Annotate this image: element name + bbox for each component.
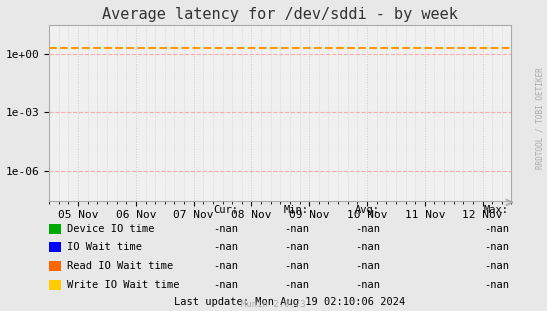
Text: Last update: Mon Aug 19 02:10:06 2024: Last update: Mon Aug 19 02:10:06 2024 — [174, 297, 405, 307]
Text: Munin 2.0.73: Munin 2.0.73 — [241, 300, 306, 309]
Text: -nan: -nan — [213, 261, 238, 271]
Text: Cur:: Cur: — [213, 205, 238, 215]
Text: RRDTOOL / TOBI OETIKER: RRDTOOL / TOBI OETIKER — [536, 67, 544, 169]
Text: -nan: -nan — [284, 261, 309, 271]
Text: Device IO time: Device IO time — [67, 224, 154, 234]
Y-axis label: seconds: seconds — [0, 89, 2, 136]
Text: -nan: -nan — [484, 261, 509, 271]
Text: Min:: Min: — [284, 205, 309, 215]
Text: Avg:: Avg: — [355, 205, 380, 215]
Text: -nan: -nan — [484, 280, 509, 290]
Text: -nan: -nan — [213, 280, 238, 290]
Text: -nan: -nan — [355, 261, 380, 271]
Text: Read IO Wait time: Read IO Wait time — [67, 261, 173, 271]
Text: IO Wait time: IO Wait time — [67, 242, 142, 252]
Text: -nan: -nan — [284, 280, 309, 290]
Text: -nan: -nan — [284, 242, 309, 252]
Text: Write IO Wait time: Write IO Wait time — [67, 280, 179, 290]
Text: -nan: -nan — [355, 224, 380, 234]
Text: -nan: -nan — [355, 280, 380, 290]
Title: Average latency for /dev/sddi - by week: Average latency for /dev/sddi - by week — [102, 7, 458, 22]
Text: -nan: -nan — [284, 224, 309, 234]
Text: -nan: -nan — [484, 224, 509, 234]
Text: -nan: -nan — [355, 242, 380, 252]
Text: Max:: Max: — [484, 205, 509, 215]
Text: -nan: -nan — [213, 242, 238, 252]
Text: -nan: -nan — [484, 242, 509, 252]
Text: -nan: -nan — [213, 224, 238, 234]
